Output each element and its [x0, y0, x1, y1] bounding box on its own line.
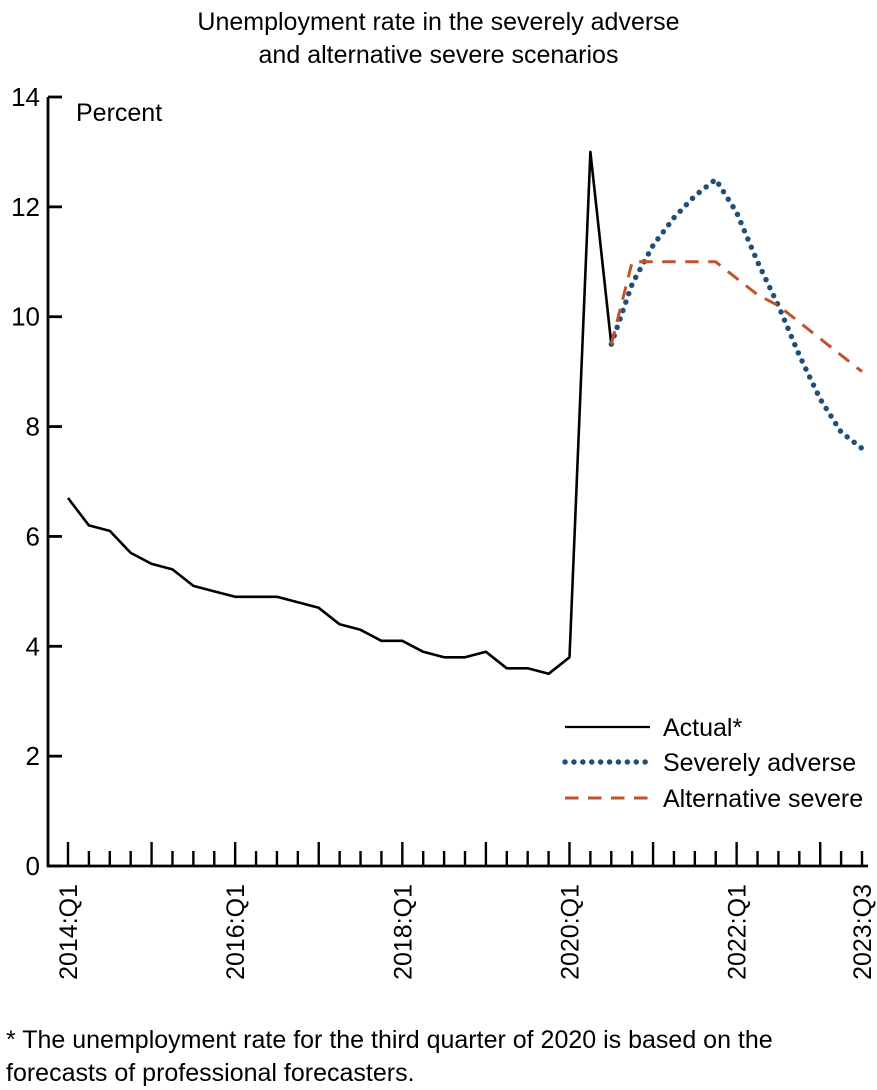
y-tick-label: 10: [11, 302, 40, 332]
footnote: * The unemployment rate for the third qu…: [6, 1024, 866, 1090]
footnote-line-2: forecasts of professional forecasters.: [6, 1059, 415, 1087]
legend-swatches: [562, 725, 653, 800]
x-tick-label: 2023:Q3: [849, 884, 877, 980]
series-line-severely-adverse: [608, 176, 865, 452]
series-line-actual: [66, 150, 613, 676]
y-tick-label: 2: [26, 741, 40, 771]
y-tick-label: 14: [11, 82, 40, 112]
chart-title-line-2: and alternative severe scenarios: [258, 41, 619, 69]
footnote-line-1: * The unemployment rate for the third qu…: [6, 1026, 773, 1054]
data-series: [66, 150, 865, 676]
legend-label-severely-adverse: Severely adverse: [663, 749, 856, 777]
y-tick-label: 4: [26, 631, 40, 661]
x-tick-label: 2022:Q1: [724, 884, 752, 980]
legend-label-alternative-severe: Alternative severe: [663, 785, 863, 813]
y-axis-unit-label: Percent: [76, 99, 162, 127]
chart-title: Unemployment rate in the severely advers…: [0, 6, 877, 72]
x-tick-label: 2020:Q1: [556, 884, 584, 980]
x-tick-label: 2014:Q1: [55, 884, 83, 980]
y-tick-label: 12: [11, 192, 40, 222]
legend: Actual* Severely adverse Alternative sev…: [562, 714, 863, 813]
chart-title-line-1: Unemployment rate in the severely advers…: [197, 8, 680, 36]
y-tick-label: 8: [26, 412, 40, 442]
y-tick-label: 0: [26, 851, 40, 881]
chart-plot-area: Percent 0 2 4 6 8 10 12 14 2014:Q1 2016:Q1 2018:Q1…: [11, 82, 877, 980]
x-tick-label: 2018:Q1: [389, 884, 417, 980]
y-tick-label: 6: [26, 521, 40, 551]
series-line-alternative-severe: [609, 260, 863, 373]
legend-label-actual: Actual*: [663, 714, 742, 742]
axes: 0 2 4 6 8 10 12 14 2014:Q1 2016:Q1 2018:Q1 2020:Q1 2…: [11, 82, 877, 980]
x-tick-label: 2016:Q1: [222, 884, 250, 980]
